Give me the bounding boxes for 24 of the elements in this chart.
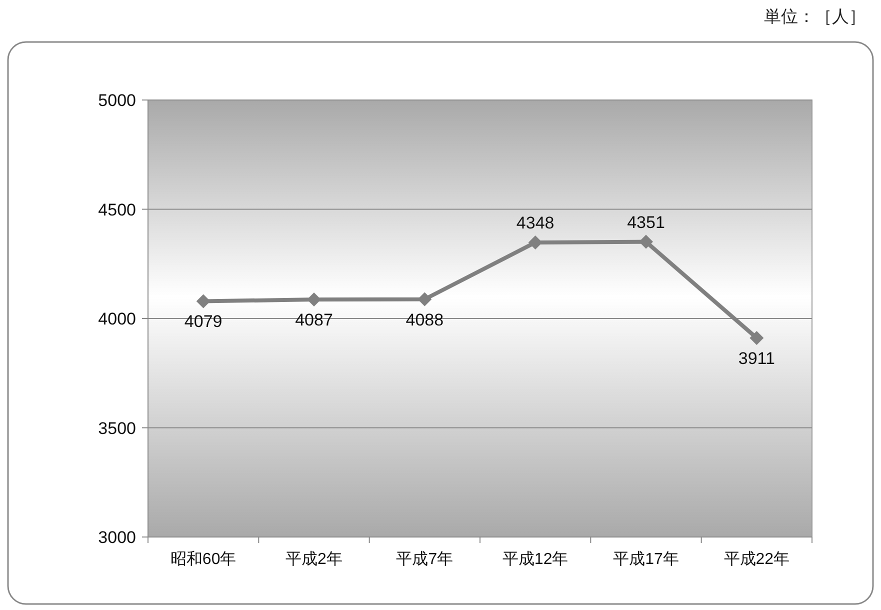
data-label: 4079 [184,312,222,332]
y-tick-label: 5000 [98,91,136,110]
y-tick-label: 3500 [98,418,136,438]
x-tick-label: 平成7年 [396,550,454,568]
y-tick-label: 4000 [98,310,136,328]
x-tick-label: 昭和60年 [170,550,236,568]
point [528,235,542,250]
point [307,292,321,306]
x-tick-label: 平成2年 [286,550,342,568]
point [750,330,764,345]
x-tick-label: 平成22年 [724,550,790,568]
point [196,294,210,308]
x-tick-label: 平成17年 [613,550,679,568]
x-tick-label: 平成12年 [502,550,568,568]
data-label: 4088 [406,310,444,330]
point [418,292,432,306]
y-tick-label: 3000 [98,528,136,547]
annotation: 単位：［人］ [764,7,866,26]
data-label: 3911 [738,348,775,368]
data-label: 4351 [627,212,665,232]
point [639,234,653,249]
data-label: 4087 [295,310,333,330]
y-tick-label: 4500 [98,200,136,220]
data-label: 4348 [516,213,554,232]
